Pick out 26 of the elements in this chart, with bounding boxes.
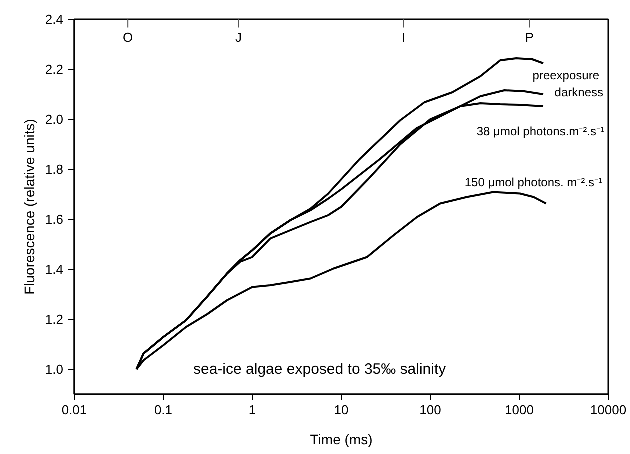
x-tick-label: 10 <box>334 402 349 418</box>
x-tick-label: 1000 <box>505 402 534 418</box>
x-tick-label: 10000 <box>590 402 627 418</box>
ref-line-label: P <box>525 30 534 46</box>
x-tick-label: 0.01 <box>62 402 88 418</box>
annotation: 150 μmol photons. m⁻².s⁻¹ <box>464 176 603 190</box>
y-tick-label: 1.4 <box>45 262 64 277</box>
annotation: preexposure <box>532 68 600 82</box>
y-axis-title: Fluorescence (relative units) <box>21 119 38 295</box>
annotation: sea-ice algae exposed to 35‰ salinity <box>194 361 447 378</box>
y-tick-label: 2.2 <box>45 62 64 77</box>
x-tick-label: 1 <box>248 402 256 418</box>
y-tick-label: 2.4 <box>45 12 64 27</box>
ref-line-label: O <box>123 30 134 46</box>
annotation: darkness <box>554 86 604 100</box>
y-tick-label: 1.0 <box>45 362 64 377</box>
x-axis-title: Time (ms) <box>310 432 373 448</box>
x-tick-label: 100 <box>420 402 442 418</box>
annotation: 38 μmol photons.m⁻².s⁻¹ <box>476 124 605 138</box>
y-tick-label: 1.2 <box>45 312 64 327</box>
y-tick-label: 1.8 <box>45 162 64 177</box>
x-tick-label: 0.1 <box>154 402 173 418</box>
ref-line-label: J <box>235 30 242 46</box>
ref-line-label: I <box>402 30 406 46</box>
y-tick-label: 1.6 <box>45 212 64 227</box>
y-tick-label: 2.0 <box>45 112 64 127</box>
